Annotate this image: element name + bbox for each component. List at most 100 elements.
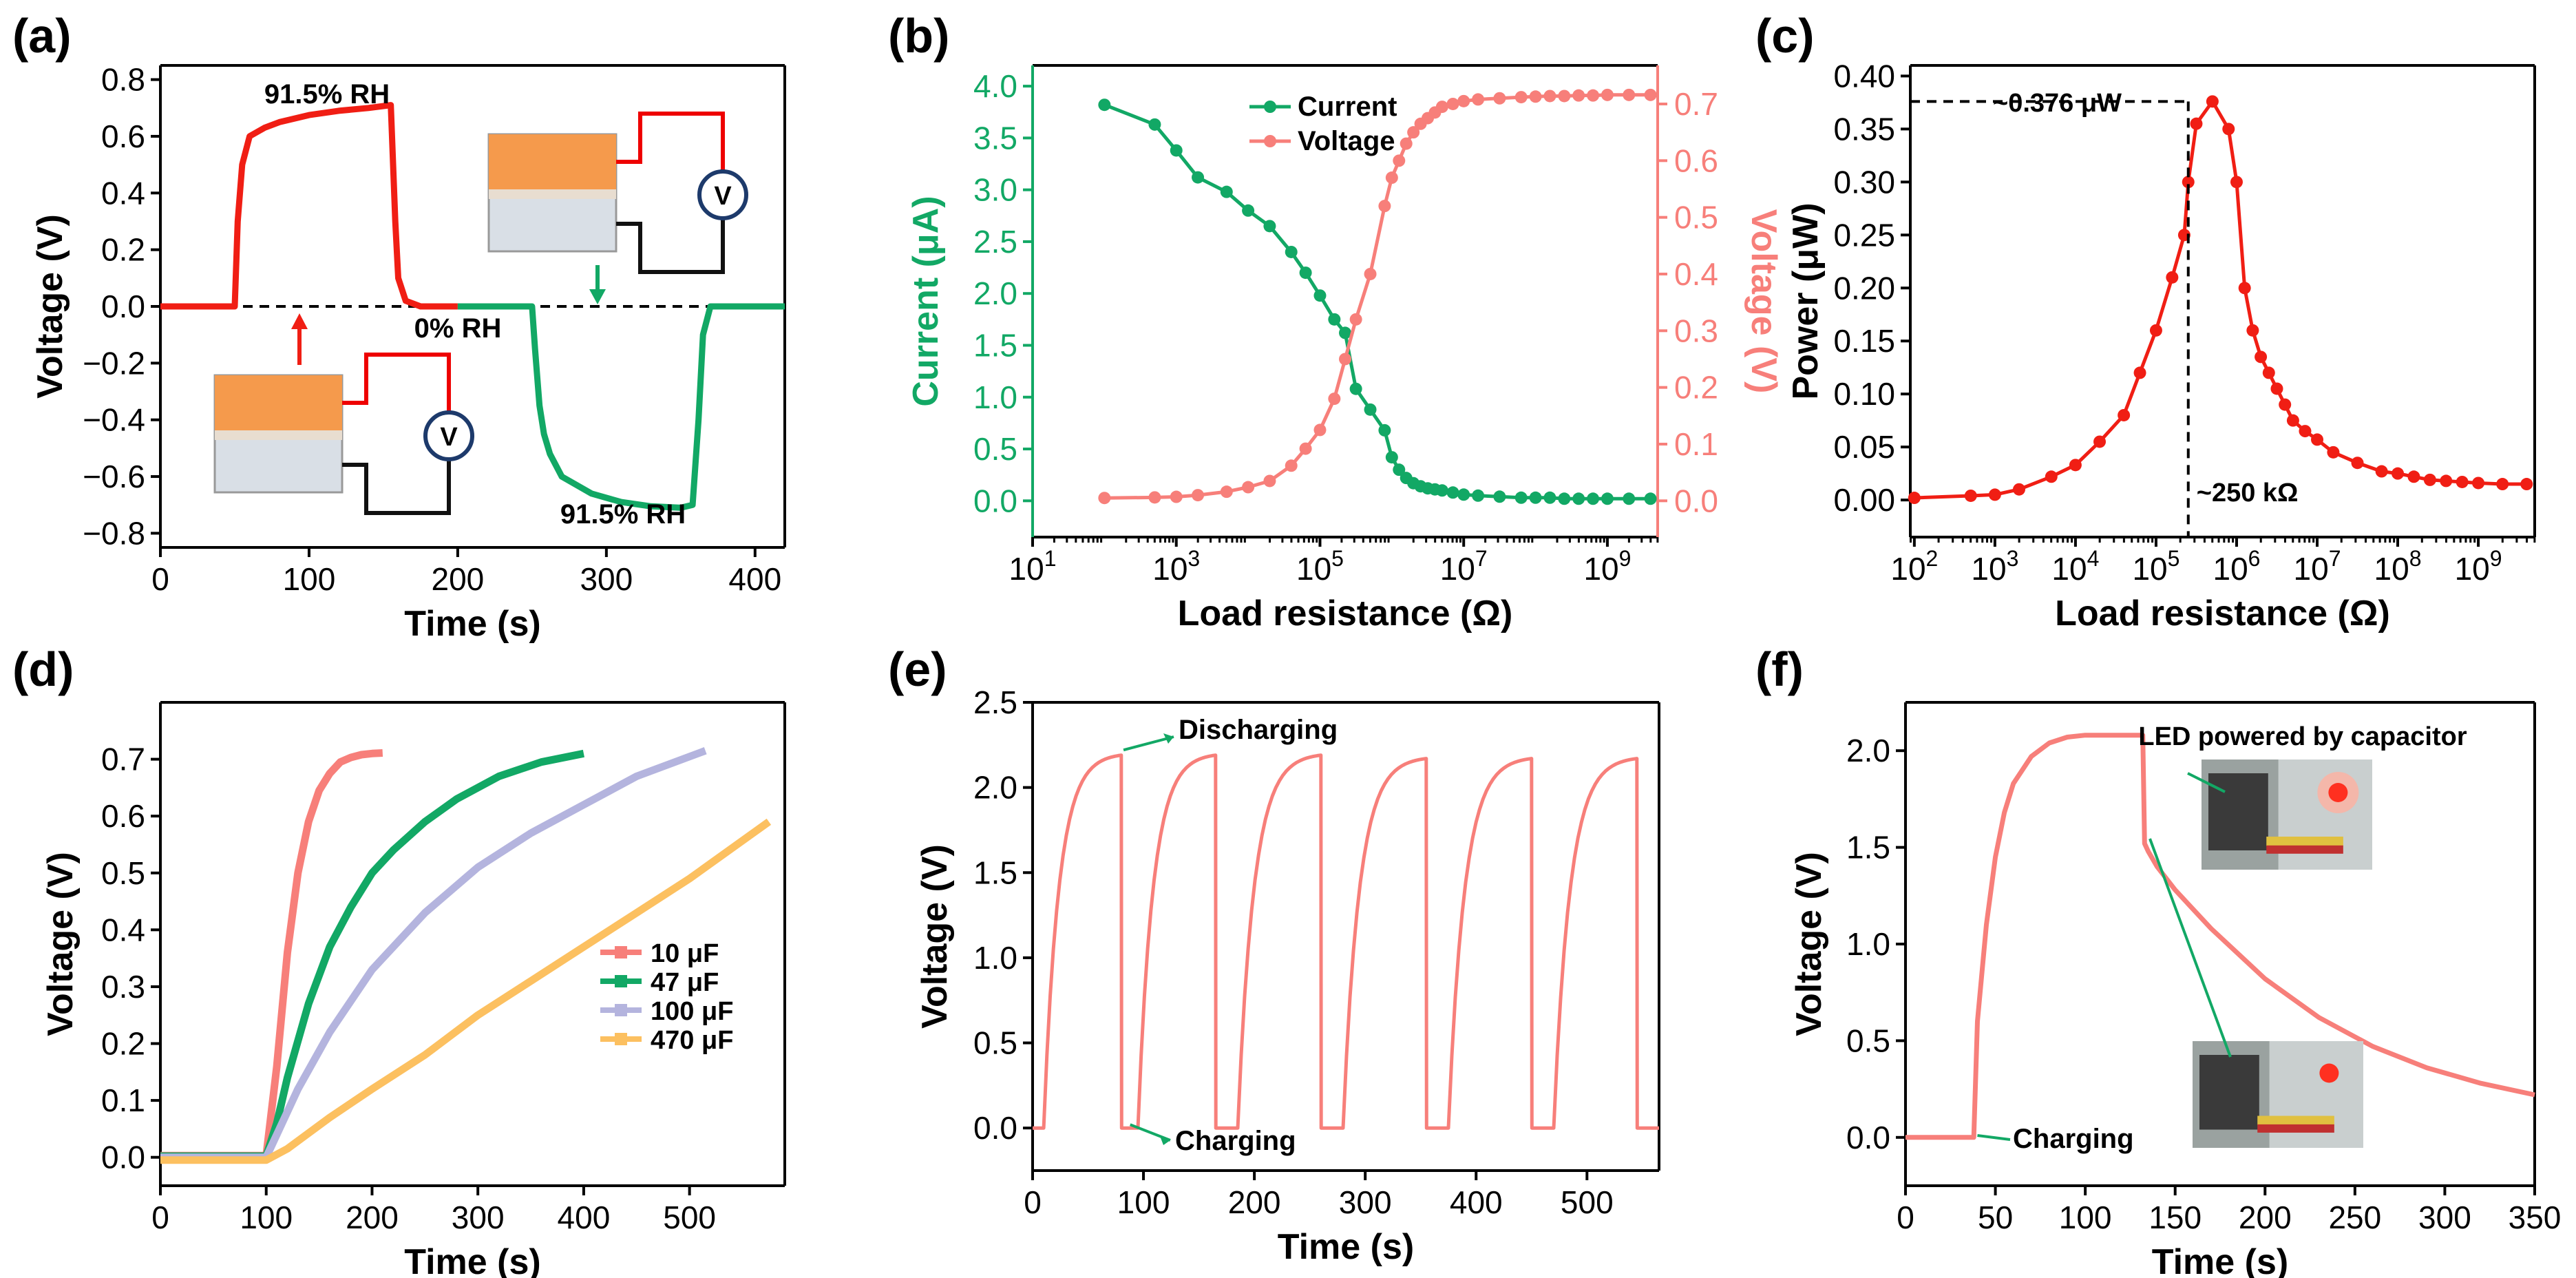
data-point-current <box>1263 220 1276 233</box>
data-point-power <box>2012 483 2025 496</box>
y-tick-label: 0.7 <box>101 742 145 777</box>
y-tick-label: 0.00 <box>1833 482 1895 518</box>
y-tick-label: 0.4 <box>101 912 145 947</box>
data-point-voltage <box>1170 490 1183 503</box>
arrow-red-head <box>291 313 308 329</box>
x-tick-label: 350 <box>2509 1200 2562 1235</box>
data-point-power <box>2222 123 2235 136</box>
x-tick-label: 109 <box>2455 546 2502 587</box>
x-tick-label: 101 <box>1009 546 1057 587</box>
data-point-voltage <box>1572 89 1585 102</box>
voltmeter-icon <box>697 169 748 220</box>
x-tick-label: 0 <box>1024 1184 1042 1220</box>
data-point-current <box>1587 492 1600 505</box>
data-point-power <box>2472 476 2485 490</box>
data-point-power <box>2375 465 2388 478</box>
y-tick-label: 3.5 <box>973 120 1017 156</box>
x-tick-label: 200 <box>1228 1184 1281 1220</box>
legend-marker <box>615 1004 627 1016</box>
data-point-current <box>1349 382 1362 395</box>
photo-led-on <box>2202 760 2372 870</box>
data-point-power <box>2279 398 2292 411</box>
legend-label-voltage: Voltage <box>1298 126 1395 156</box>
data-point-current <box>1393 463 1406 476</box>
y-tick-label: 0.35 <box>1833 111 1895 147</box>
clip-lead <box>2199 1055 2259 1130</box>
data-point-power <box>2456 475 2469 488</box>
data-point-current <box>1313 289 1327 302</box>
data-point-voltage <box>1299 442 1312 455</box>
legend-marker <box>615 1033 627 1045</box>
data-point-voltage <box>1435 101 1448 114</box>
data-point-current <box>1493 490 1506 503</box>
data-point-power <box>2327 446 2340 459</box>
data-point-voltage <box>1407 126 1420 139</box>
arrow-green-head <box>589 289 606 304</box>
arrow-led-on <box>2187 772 2226 793</box>
series-line-voltage <box>1905 733 2535 1140</box>
data-point-power <box>2093 435 2107 448</box>
data-point-power <box>2206 95 2219 108</box>
data-point-voltage <box>1192 489 1205 502</box>
data-point-current <box>1644 492 1657 505</box>
data-point-current <box>1339 326 1351 339</box>
data-point-voltage <box>1328 392 1341 406</box>
y-tick-label: 0.2 <box>101 232 145 268</box>
x-tick-label: 150 <box>2149 1200 2202 1235</box>
data-point-voltage <box>1457 94 1470 107</box>
data-point-voltage <box>1472 93 1485 106</box>
y-tick-label: 0.30 <box>1833 164 1895 200</box>
y-tick-label: 0.15 <box>1833 323 1895 359</box>
y-tick-label: 0.0 <box>973 1110 1017 1146</box>
legend-marker <box>615 946 627 958</box>
data-point-power <box>2351 457 2364 470</box>
data-point-voltage <box>1400 137 1413 150</box>
data-point-power <box>2246 324 2259 337</box>
y2-tick-label: 0.7 <box>1674 86 1718 122</box>
led-icon <box>2319 1063 2339 1083</box>
panel-label-b: (b) <box>888 9 949 63</box>
annotation-charging: Charging <box>2013 1124 2134 1154</box>
data-point-current <box>1385 451 1398 464</box>
x-tick-label: 300 <box>580 561 633 597</box>
x-tick-label: 250 <box>2328 1200 2381 1235</box>
panel-label-f: (f) <box>1755 642 1804 696</box>
data-point-power <box>2423 473 2436 486</box>
data-point-voltage <box>1385 171 1398 185</box>
series-line-470 μF <box>160 818 772 1164</box>
data-point-voltage <box>1558 90 1571 103</box>
series-line-voltage <box>1033 753 1659 1130</box>
data-point-voltage <box>1543 90 1556 103</box>
legend-marker <box>615 975 627 987</box>
circuit-wire-red <box>616 112 725 172</box>
series-line-47 μF <box>160 749 584 1160</box>
data-point-power <box>2270 382 2283 395</box>
annotation-bottom-rh: 91.5% RH <box>560 499 686 530</box>
y-tick-label: 0.8 <box>101 62 145 98</box>
y-tick-label: 0.1 <box>101 1082 145 1118</box>
data-point-current <box>1457 488 1470 501</box>
y-axis-title: Current (μA) <box>906 196 946 406</box>
data-point-power <box>2440 474 2453 488</box>
y-tick-label: 0.40 <box>1833 58 1895 94</box>
y2-tick-label: 0.6 <box>1674 143 1718 178</box>
data-point-voltage <box>1263 474 1276 488</box>
legend-label: 10 μF <box>651 939 719 968</box>
annotation-peak-resistance: ~250 kΩ <box>2197 479 2299 507</box>
data-point-voltage <box>1339 353 1351 366</box>
arrow-led-dim <box>2149 838 2232 1058</box>
data-point-power <box>2118 408 2131 421</box>
y-tick-label: 1.0 <box>973 940 1017 976</box>
x-axis-title: Load resistance (Ω) <box>2055 594 2390 633</box>
y-tick-label: 0.20 <box>1833 270 1895 306</box>
series-line-100 μF <box>160 747 707 1162</box>
data-point-power <box>1988 488 2001 501</box>
y-tick-label: 0.5 <box>101 855 145 891</box>
data-point-voltage <box>1493 92 1506 105</box>
data-point-power <box>2149 324 2162 337</box>
data-point-current <box>1558 492 1571 505</box>
wire-yellow <box>2257 1115 2334 1126</box>
data-point-current <box>1623 492 1636 505</box>
circuit-wire-black <box>616 217 725 274</box>
